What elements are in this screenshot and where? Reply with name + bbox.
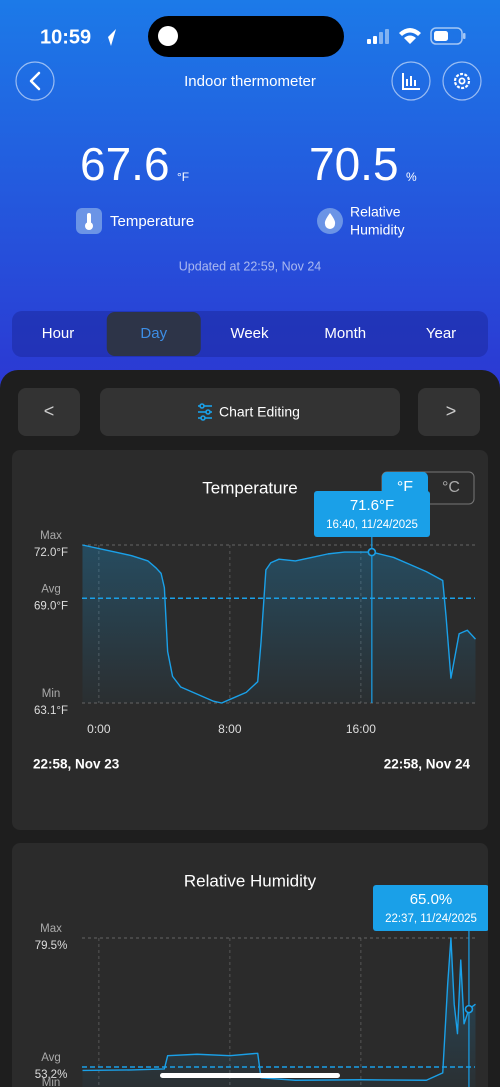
dynamic-island bbox=[148, 16, 344, 57]
reference-name: Max bbox=[40, 923, 62, 935]
stats-button[interactable] bbox=[391, 61, 431, 101]
droplet-glyph bbox=[324, 213, 336, 229]
line bbox=[82, 937, 476, 1081]
tooltip-time: 16:40, 11/24/2025 bbox=[326, 519, 418, 531]
humidity-chart: Max 79.5% Avg 53.2%Min 65.0% 22:37, 11/24/202… bbox=[35, 885, 488, 1087]
home-indicator bbox=[160, 1073, 340, 1078]
reference-name: Max bbox=[40, 530, 62, 542]
stats-icon bbox=[402, 73, 420, 90]
back-icon bbox=[29, 71, 41, 91]
range-end: 22:58, Nov 24 bbox=[384, 757, 471, 772]
tab[interactable]: Year bbox=[426, 325, 456, 342]
location-icon bbox=[101, 29, 116, 46]
x-tick-label: 8:00 bbox=[218, 722, 242, 736]
next-button[interactable] bbox=[418, 388, 480, 436]
reference-value: 53.2% bbox=[35, 1069, 68, 1081]
settings-icon bbox=[453, 72, 471, 90]
tabs: Hour Day Week Month Year bbox=[42, 312, 456, 356]
island-icon bbox=[158, 26, 178, 46]
signal-icon bbox=[367, 29, 389, 44]
tooltip-value: 71.6°F bbox=[350, 497, 394, 514]
sliders-icon bbox=[198, 403, 212, 421]
line bbox=[82, 544, 477, 704]
humidity-label-line1: Relative bbox=[350, 204, 401, 220]
tab[interactable]: Hour bbox=[42, 325, 75, 342]
tooltip-time: 22:37, 11/24/2025 bbox=[385, 913, 477, 925]
page-title: Indoor thermometer bbox=[184, 73, 316, 90]
tooltip-box bbox=[314, 491, 430, 537]
settings-icon-center bbox=[458, 77, 466, 85]
wifi-icon bbox=[399, 28, 421, 44]
temperature-chart-title: Temperature bbox=[202, 478, 297, 497]
reference-value: 79.5% bbox=[35, 940, 68, 952]
reference-value: 72.0°F bbox=[34, 547, 68, 559]
unit-celsius[interactable]: °C bbox=[442, 479, 460, 496]
tab-selected-bg[interactable] bbox=[106, 312, 201, 356]
cursor-point bbox=[367, 547, 377, 557]
temperature-label: Temperature bbox=[110, 213, 194, 230]
reference-value: 63.1°F bbox=[34, 705, 68, 717]
reference-name: Avg bbox=[41, 583, 61, 595]
cursor-point bbox=[464, 1004, 474, 1014]
battery-level bbox=[434, 31, 448, 41]
range-start: 22:58, Nov 23 bbox=[33, 757, 120, 772]
tab[interactable]: Day bbox=[140, 325, 167, 342]
temperature-chart: 0:00 8:00 16:00 Max 72.0°F Avg 69.0°F Min 63.1°F… bbox=[34, 491, 477, 736]
area bbox=[82, 545, 476, 703]
tooltip-value: 65.0% bbox=[410, 891, 453, 908]
chart-editing-label: Chart Editing bbox=[219, 404, 300, 420]
prev-button[interactable] bbox=[18, 388, 80, 436]
x-tick-label: 0:00 bbox=[87, 722, 111, 736]
temperature-value: 67.6 bbox=[80, 138, 170, 190]
chart-editing-button[interactable] bbox=[100, 388, 400, 436]
updated-time: Updated at 22:59, Nov 24 bbox=[179, 259, 322, 273]
back-button[interactable] bbox=[15, 61, 55, 101]
reference-value: 69.0°F bbox=[34, 600, 68, 612]
reference-name: Min bbox=[42, 688, 61, 700]
humidity-unit: % bbox=[406, 170, 417, 184]
tab[interactable]: Week bbox=[230, 325, 269, 342]
humidity-label-line2: Humidity bbox=[350, 222, 404, 238]
status-time: 10:59 bbox=[40, 26, 91, 48]
battery-tip bbox=[463, 33, 466, 39]
tab[interactable]: Month bbox=[324, 325, 366, 342]
humidity-card bbox=[12, 843, 488, 1087]
area bbox=[82, 938, 476, 1087]
thermometer-glyph bbox=[87, 213, 91, 225]
reference-name: Min bbox=[42, 1077, 61, 1087]
temperature-unit: °F bbox=[177, 170, 189, 184]
battery-icon bbox=[430, 27, 463, 45]
reference-name: Avg bbox=[41, 1052, 61, 1064]
thermometer-bulb bbox=[85, 222, 93, 230]
humidity-chart-title: Relative Humidity bbox=[184, 871, 317, 890]
settings-button[interactable] bbox=[442, 61, 482, 101]
humidity-value: 70.5 bbox=[309, 138, 399, 190]
tooltip-box bbox=[373, 885, 488, 931]
x-tick-label: 16:00 bbox=[346, 722, 376, 736]
next-icon: > bbox=[446, 401, 457, 421]
prev-icon: < bbox=[44, 401, 55, 421]
